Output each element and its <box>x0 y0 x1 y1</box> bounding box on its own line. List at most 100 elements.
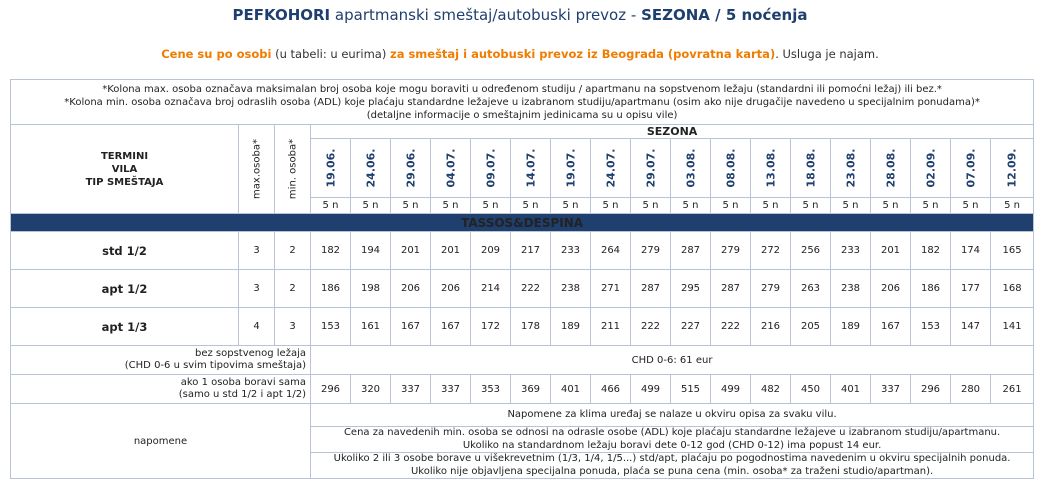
nights-cell: 5 n <box>910 197 951 214</box>
price-cell: 167 <box>430 307 471 346</box>
single-price-cell: 320 <box>350 374 391 404</box>
price-cell: 186 <box>310 269 351 308</box>
price-cell: 189 <box>550 307 591 346</box>
price-cell: 182 <box>310 231 351 270</box>
date-header: 04.07. <box>430 138 471 198</box>
date-label: 03.08. <box>684 148 697 188</box>
nights-cell: 5 n <box>590 197 631 214</box>
single-price-cell: 296 <box>310 374 351 404</box>
price-cell: 222 <box>630 307 671 346</box>
notes-row: Cena za navedenih min. osoba se odnosi n… <box>11 426 1035 453</box>
date-header: 24.07. <box>590 138 631 198</box>
price-cell: 206 <box>430 269 471 308</box>
header-vila: VILA <box>111 163 138 175</box>
date-label: 02.09. <box>924 148 937 188</box>
date-label: 24.07. <box>604 148 617 188</box>
nights-cell: 5 n <box>630 197 671 214</box>
price-cell: 206 <box>870 269 911 308</box>
single-line2: (samo u std 1/2 i apt 1/2) <box>178 389 306 400</box>
single-price-cell: 515 <box>670 374 711 404</box>
notes-label: napomene <box>10 403 311 479</box>
price-cell: 287 <box>710 269 751 308</box>
no-bed-label: bez sopstvenog ležaja (CHD 0-6 u svim tip… <box>10 345 311 375</box>
note-multi-bed: Ukoliko 2 ili 3 osobe borave u višekreve… <box>309 452 1035 479</box>
single-price-cell: 369 <box>510 374 551 404</box>
price-cell: 287 <box>630 269 671 308</box>
date-header: 03.08. <box>670 138 711 198</box>
note-adl-price: Cena za navedenih min. osoba se odnosi n… <box>343 427 1001 439</box>
min-persons-label: min. osoba* <box>287 138 298 200</box>
price-cell: 205 <box>790 307 831 346</box>
single-line1: ako 1 osoba boravi sama <box>180 377 306 388</box>
date-label: 28.08. <box>884 148 897 188</box>
date-header: 19.06. <box>310 138 351 198</box>
price-cell: 209 <box>470 231 511 270</box>
single-label: ako 1 osoba boravi sama (samo u std 1/2 i… <box>10 374 311 404</box>
note-max-persons: *Kolona max. osoba označava maksimalan b… <box>102 83 942 95</box>
price-cell: 201 <box>390 231 431 270</box>
price-cell: 178 <box>510 307 551 346</box>
price-cell: 233 <box>830 231 871 270</box>
price-cell: 198 <box>350 269 391 308</box>
price-cell: 295 <box>670 269 711 308</box>
date-label: 19.06. <box>324 148 337 188</box>
nights-cell: 5 n <box>870 197 911 214</box>
note-full-price: Ukoliko nije objavljena specijalna ponud… <box>410 465 934 477</box>
price-cell: 141 <box>989 307 1035 346</box>
nights-cell: 5 n <box>390 197 431 214</box>
single-price-cell: 261 <box>989 374 1035 404</box>
min-persons-value: 2 <box>274 231 311 270</box>
table-row: apt 1/2 3 2 186 198 206 206 214 222 238 271 287 295 2… <box>10 269 1035 308</box>
price-cell: 217 <box>510 231 551 270</box>
price-cell: 211 <box>590 307 631 346</box>
single-price-cell: 296 <box>910 374 951 404</box>
price-cell: 206 <box>390 269 431 308</box>
price-cell: 167 <box>390 307 431 346</box>
note-special-offers: Ukoliko 2 ili 3 osobe borave u višekreve… <box>333 453 1011 465</box>
nights-cell: 5 n <box>710 197 751 214</box>
price-cell: 201 <box>870 231 911 270</box>
price-cell: 186 <box>910 269 951 308</box>
note-child-discount: Ukoliko na standardnom ležaju boravi det… <box>462 439 882 451</box>
date-header: 18.08. <box>790 138 831 198</box>
single-price-cell: 466 <box>590 374 631 404</box>
subtitle-per-person: Cene su po osobi <box>161 47 272 61</box>
price-cell: 182 <box>910 231 951 270</box>
table-row: apt 1/3 4 3 153 161 167 167 172 178 189 211 222 227 2… <box>10 307 1035 346</box>
date-header: 02.09. <box>910 138 951 198</box>
header-tip-smestaja: TIP SMEŠTAJA <box>85 176 164 188</box>
date-header: 24.06. <box>350 138 391 198</box>
header-max-persons: max.osoba* <box>238 124 275 214</box>
price-cell: 256 <box>790 231 831 270</box>
title-season: SEZONA / 5 noćenja <box>641 6 808 24</box>
price-cell: 222 <box>710 307 751 346</box>
nights-cell: 5 n <box>550 197 591 214</box>
date-label: 12.09. <box>1005 148 1019 188</box>
price-cell: 165 <box>989 231 1035 270</box>
price-cell: 168 <box>989 269 1035 308</box>
table-row-no-bed: bez sopstvenog ležaja (CHD 0-6 u svim tip… <box>10 345 1035 375</box>
note-air-conditioning: Napomene za klima uređaj se nalaze u okv… <box>309 403 1035 427</box>
single-price-cell: 337 <box>390 374 431 404</box>
single-price-cell: 337 <box>430 374 471 404</box>
price-cell: 271 <box>590 269 631 308</box>
nights-cell: 5 n <box>350 197 391 214</box>
date-header: 23.08. <box>830 138 871 198</box>
date-header: 12.09. <box>989 138 1035 198</box>
notes-row: napomene Napomene za klima uređaj se nala… <box>10 403 1035 479</box>
nights-cell: 5 n <box>750 197 791 214</box>
nights-cell: 5 n <box>430 197 471 214</box>
date-label: 14.07. <box>524 148 537 188</box>
price-cell: 279 <box>630 231 671 270</box>
villa-name: TASSOS&DESPINA <box>9 213 1035 232</box>
price-cell: 153 <box>910 307 951 346</box>
price-cell: 264 <box>590 231 631 270</box>
price-cell: 238 <box>550 269 591 308</box>
table-row: std 1/2 3 2 182 194 201 201 209 217 233 264 279 287 2… <box>10 231 1035 270</box>
price-cell: 161 <box>350 307 391 346</box>
price-cell: 189 <box>830 307 871 346</box>
min-persons-value: 2 <box>274 269 311 308</box>
price-cell: 227 <box>670 307 711 346</box>
price-cell: 238 <box>830 269 871 308</box>
date-header: 29.06. <box>390 138 431 198</box>
